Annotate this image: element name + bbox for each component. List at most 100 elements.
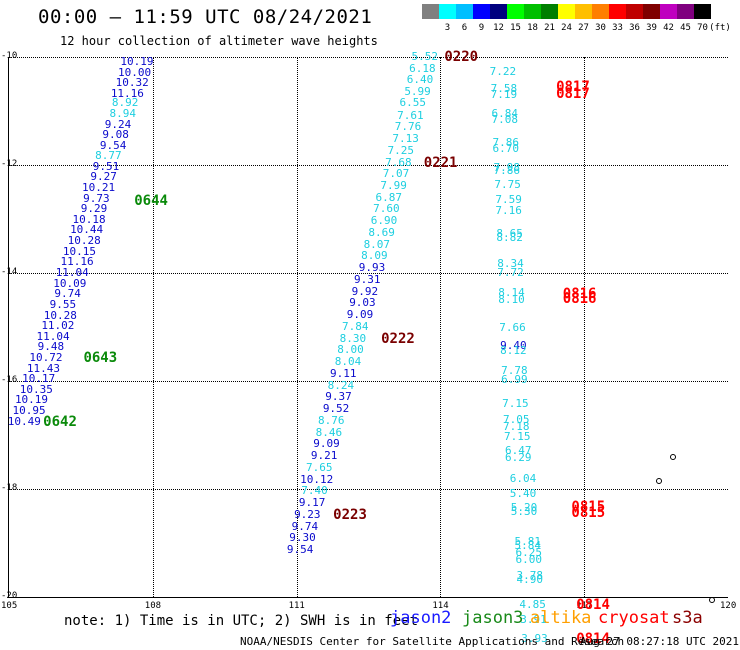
wave-height-point: 7.15 xyxy=(502,396,529,410)
wave-height-point: 7.07 xyxy=(382,167,410,181)
wave-height-point: 10.12 xyxy=(300,472,334,486)
legend-label: 30 xyxy=(595,23,606,33)
wave-height-point: 10.28 xyxy=(43,308,77,322)
wave-height-point: 3.78 xyxy=(516,569,543,583)
wave-height-point: 9.51 xyxy=(92,160,120,174)
wave-height-point: 9.55 xyxy=(49,297,77,311)
legend-label: 21 xyxy=(544,23,555,33)
wave-height-point: 7.66 xyxy=(499,321,526,335)
gridline-lon xyxy=(152,57,154,597)
wave-height-point: 9.03 xyxy=(349,296,376,310)
gridline-lat xyxy=(9,273,728,274)
wave-height-point: 10.09 xyxy=(53,276,87,290)
legend-swatch xyxy=(660,4,677,19)
wave-height-point: 10.15 xyxy=(62,244,96,258)
satellite-label-altika: altika xyxy=(530,608,592,628)
legend-label: 45 xyxy=(680,23,691,33)
legend-swatch xyxy=(592,4,609,19)
wave-height-point: 9.37 xyxy=(325,390,352,404)
wave-height-point: 9.74 xyxy=(54,287,81,301)
wave-height-point: 11.16 xyxy=(60,255,94,269)
wave-height-point: 6.90 xyxy=(370,214,398,228)
wave-height-point: 9.21 xyxy=(310,449,338,463)
wave-height-point: 8.04 xyxy=(334,355,362,369)
legend-label: 24 xyxy=(561,23,572,33)
legend-swatch xyxy=(507,4,524,19)
wave-height-point: 9.29 xyxy=(80,202,108,216)
wave-height-point: 8.34 xyxy=(497,257,524,271)
wave-height-point: 3.91 xyxy=(520,612,547,626)
wave-height-point: 7.76 xyxy=(394,120,422,134)
legend-swatch xyxy=(609,4,626,19)
wave-height-point: 7.15 xyxy=(504,429,531,443)
wave-height-point: 6.04 xyxy=(509,472,537,486)
legend-swatch xyxy=(490,4,507,19)
wave-height-point: 9.30 xyxy=(289,531,316,545)
wave-height-point: 8.76 xyxy=(318,413,345,427)
wave-height-point: 7.05 xyxy=(503,412,530,426)
wave-height-point: 5.81 xyxy=(514,534,542,548)
legend-swatch xyxy=(456,4,473,19)
wave-height-point: 7.61 xyxy=(397,108,424,122)
wave-height-point: 6.55 xyxy=(399,96,427,110)
gridline-lat xyxy=(9,165,728,166)
wave-height-point: 8.92 xyxy=(111,96,139,110)
wave-height-point: 10.19 xyxy=(120,54,154,68)
gridline-lon xyxy=(440,57,442,597)
legend-label: 15 xyxy=(510,23,521,33)
legend-swatch xyxy=(677,4,694,19)
lon-tick-label: 105 xyxy=(1,601,18,611)
wave-height-point: 10.00 xyxy=(118,66,152,80)
legend-swatch xyxy=(575,4,592,19)
pass-time-label: 0220 xyxy=(444,49,479,65)
lon-tick-label: 108 xyxy=(144,601,162,611)
wave-height-point: 10.44 xyxy=(70,223,104,237)
wave-height-point: 8.09 xyxy=(361,249,388,263)
wave-height-point: 8.82 xyxy=(496,231,523,245)
wave-height-point: 9.48 xyxy=(37,339,65,353)
wave-height-point: 10.19 xyxy=(14,393,49,407)
wave-height-point: 6.47 xyxy=(504,444,532,458)
wave-height-point: 5.30 xyxy=(510,504,538,518)
satellite-label-s3a: s3a xyxy=(672,608,703,628)
legend-label: 18 xyxy=(527,23,538,33)
wave-height-point: 11.02 xyxy=(41,318,75,332)
wave-height-point: 7.78 xyxy=(501,364,528,378)
pass-time-label: 0642 xyxy=(43,414,77,431)
legend-label: 3 xyxy=(444,23,451,33)
wave-height-point: 5.84 xyxy=(514,539,542,553)
wave-height-point: 10.28 xyxy=(67,234,101,248)
wave-height-point: 5.99 xyxy=(404,85,431,99)
wave-height-point: 9.08 xyxy=(102,128,129,142)
legend-label: 6 xyxy=(461,23,468,33)
lon-tick-label: 114 xyxy=(432,601,449,611)
wave-height-point: 7.75 xyxy=(494,177,521,191)
footer-note: note: 1) Time is in UTC; 2) SWH is in fe… xyxy=(64,613,419,629)
wave-height-point: 7.40 xyxy=(301,484,328,498)
wave-height-point: 9.27 xyxy=(90,170,117,184)
wave-height-point: 9.73 xyxy=(83,192,110,206)
wave-height-point: 9.54 xyxy=(99,138,127,152)
wave-height-point: 11.04 xyxy=(36,329,70,343)
pass-time-label: 0817 xyxy=(556,85,590,102)
legend-unit: (ft) xyxy=(709,23,731,33)
wave-height-point: 7.99 xyxy=(380,179,407,193)
wave-height-point: 8.30 xyxy=(339,331,367,345)
gridline-lat xyxy=(9,57,728,58)
satellite-label-jason3: jason3 xyxy=(462,608,524,628)
wave-height-point: 4.85 xyxy=(519,597,546,611)
wave-height-point: 9.52 xyxy=(322,402,350,416)
wave-height-point: 10.21 xyxy=(82,181,116,195)
pass-time-label: 0643 xyxy=(83,350,118,367)
wave-height-point: 8.94 xyxy=(109,107,137,121)
wave-height-point: 7.84 xyxy=(342,320,369,333)
legend-swatch xyxy=(473,4,490,19)
legend-swatch xyxy=(694,4,711,19)
wave-height-point: 6.99 xyxy=(501,372,528,386)
wave-height-point: 9.31 xyxy=(353,273,381,287)
wave-height-point: 9.09 xyxy=(313,437,340,451)
legend-swatch xyxy=(626,4,643,19)
wave-height-point: 11.16 xyxy=(110,86,144,100)
wave-height-point: 10.49 xyxy=(7,414,41,428)
legend-label: 9 xyxy=(478,23,485,33)
